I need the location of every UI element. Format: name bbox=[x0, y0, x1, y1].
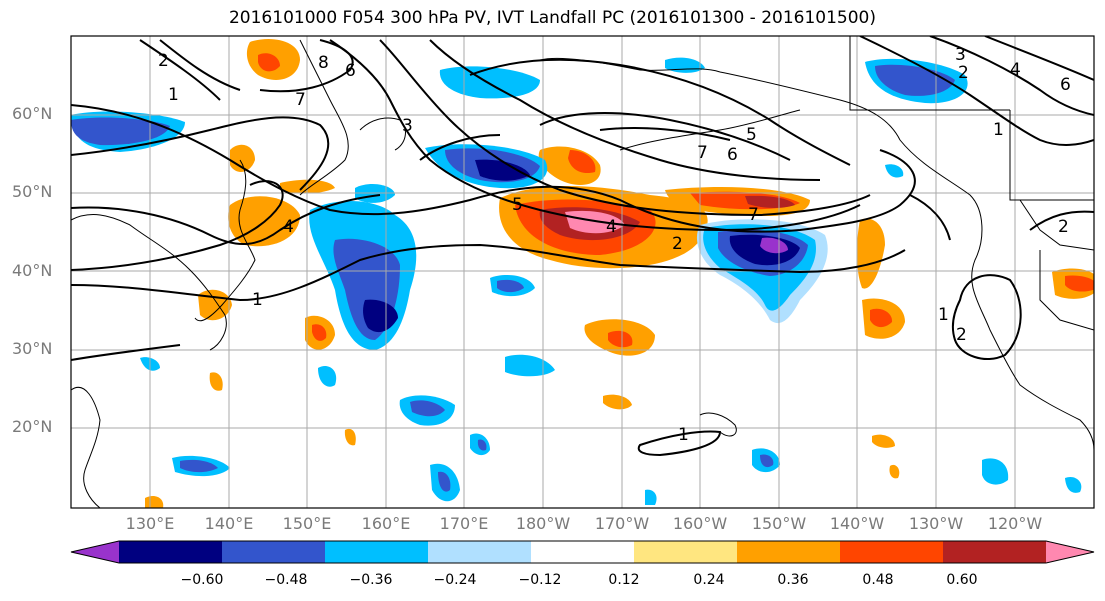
colorbar-tick-label: 0.48 bbox=[862, 572, 894, 588]
colorbar-tick-label: −0.48 bbox=[264, 572, 308, 588]
colorbar bbox=[70, 540, 1095, 564]
contour-label: 7 bbox=[295, 90, 306, 110]
lat-label: 50°N bbox=[12, 182, 53, 201]
lon-label: 120°W bbox=[987, 514, 1043, 533]
contour-label: 4 bbox=[1010, 60, 1021, 80]
contour-label: 7 bbox=[697, 143, 708, 163]
colorbar-tick-label: 0.36 bbox=[777, 572, 809, 588]
contour-label: 1 bbox=[993, 120, 1004, 140]
colorbar-segment bbox=[325, 541, 429, 563]
colorbar-extend-max bbox=[1046, 541, 1094, 563]
colorbar-outline bbox=[70, 540, 1095, 564]
lon-label: 180°W bbox=[515, 514, 571, 533]
colorbar-tick-label: 0.12 bbox=[608, 572, 640, 588]
contour-label: 2 bbox=[158, 51, 169, 71]
contour-label: 2 bbox=[958, 63, 969, 83]
colorbar-tick-label: 0.60 bbox=[946, 572, 978, 588]
lon-label: 160°E bbox=[361, 514, 411, 533]
lon-label: 150°E bbox=[282, 514, 332, 533]
colorbar-segment bbox=[943, 541, 1047, 563]
gridlines bbox=[71, 36, 1094, 508]
lon-label: 140°W bbox=[829, 514, 885, 533]
map-title: 2016101000 F054 300 hPa PV, IVT Landfall… bbox=[228, 8, 876, 28]
contour-label: 4 bbox=[283, 217, 294, 237]
colorbar-segment bbox=[840, 541, 944, 563]
lon-label: 170°E bbox=[439, 514, 489, 533]
lon-label: 140°E bbox=[204, 514, 254, 533]
lon-label: 160°W bbox=[672, 514, 728, 533]
colorbar-extend-min bbox=[71, 541, 119, 563]
contour-label: 5 bbox=[512, 195, 523, 215]
contour-label: 7 bbox=[748, 205, 759, 225]
contour-label: 8 bbox=[318, 53, 329, 73]
colorbar-tick-label: −0.36 bbox=[349, 572, 393, 588]
contour-labels: 2 1 8 6 7 5 4 3 2 6 7 3 2 4 6 1 5 4 7 2 … bbox=[158, 45, 1071, 445]
colorbar-segment bbox=[737, 541, 841, 563]
contour-label: 4 bbox=[606, 217, 617, 237]
contour-label: 6 bbox=[1060, 75, 1071, 95]
lon-label: 130°W bbox=[908, 514, 964, 533]
colorbar-segment bbox=[531, 541, 635, 563]
contour-label: 2 bbox=[956, 325, 967, 345]
contour-label: 1 bbox=[938, 305, 949, 325]
lat-label: 60°N bbox=[12, 104, 53, 123]
contour-label: 2 bbox=[1058, 217, 1069, 237]
lon-label: 170°W bbox=[594, 514, 650, 533]
coastlines bbox=[71, 36, 1094, 508]
colorbar-tick-label: 0.24 bbox=[693, 572, 725, 588]
colorbar-segment bbox=[634, 541, 738, 563]
pv-contours bbox=[71, 36, 1094, 457]
lon-label: 150°W bbox=[751, 514, 807, 533]
contour-label: 3 bbox=[402, 116, 413, 136]
contour-label: 3 bbox=[955, 45, 966, 65]
colorbar-segment bbox=[428, 541, 532, 563]
lon-label: 130°E bbox=[125, 514, 175, 533]
contour-label: 1 bbox=[678, 425, 689, 445]
lat-label: 30°N bbox=[12, 339, 53, 358]
colorbar-tick-label: −0.24 bbox=[433, 572, 477, 588]
lat-label: 40°N bbox=[12, 261, 53, 280]
colorbar-tick-label: −0.60 bbox=[180, 572, 224, 588]
contour-label: 1 bbox=[252, 290, 263, 310]
contour-label: 6 bbox=[345, 61, 356, 81]
contour-label: 5 bbox=[746, 125, 757, 145]
colorbar-tick-label: −0.12 bbox=[518, 572, 562, 588]
contour-label: 2 bbox=[672, 234, 683, 254]
contour-label: 1 bbox=[168, 85, 179, 105]
colorbar-segment bbox=[222, 541, 326, 563]
colorbar-segment bbox=[119, 541, 223, 563]
lat-label: 20°N bbox=[12, 417, 53, 436]
contour-label: 6 bbox=[727, 145, 738, 165]
